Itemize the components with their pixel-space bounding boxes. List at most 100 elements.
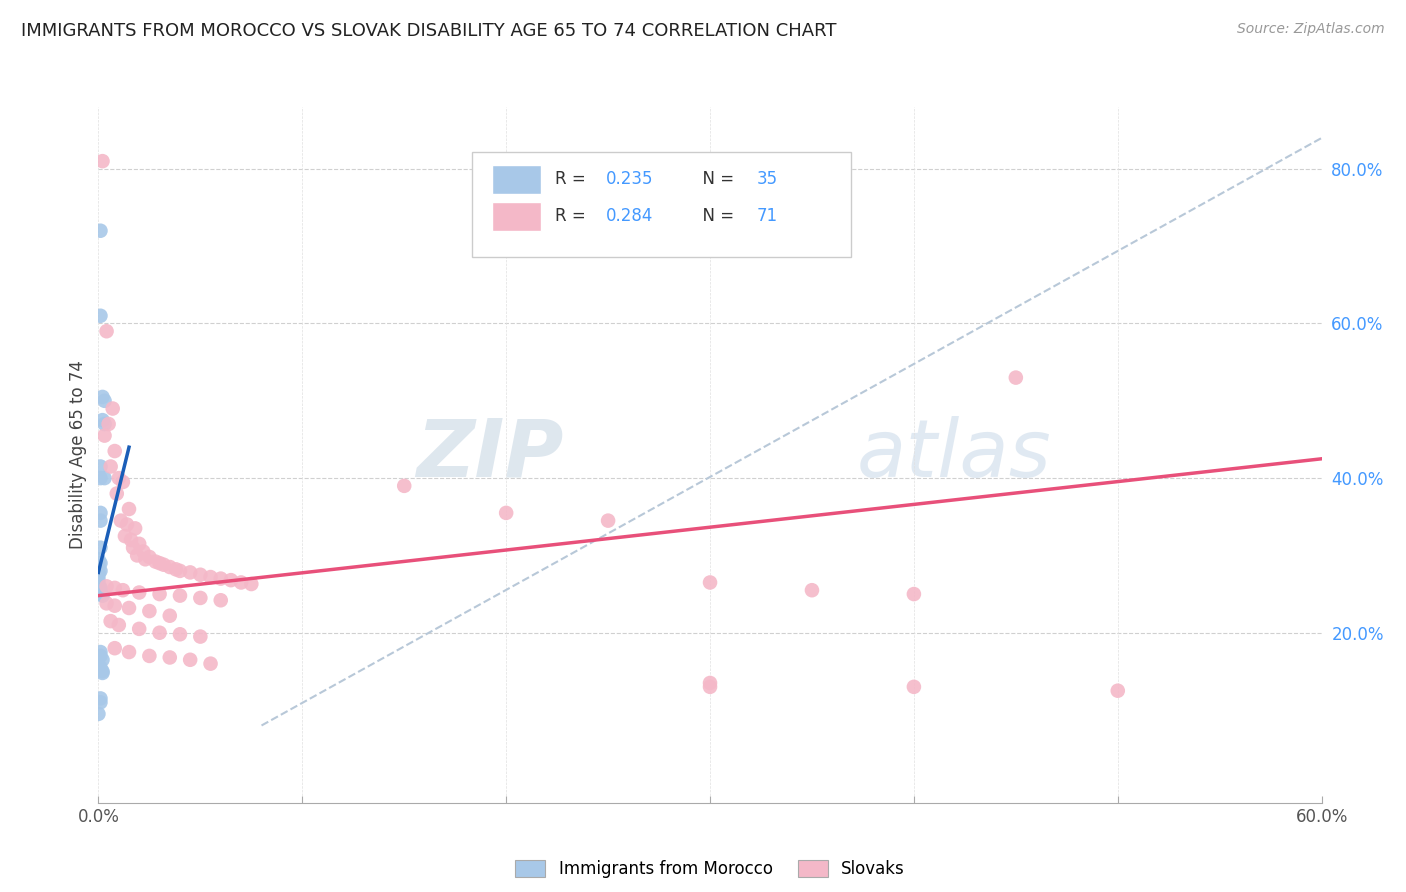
Point bbox=[159, 608, 181, 623]
Point bbox=[120, 533, 142, 547]
Point bbox=[104, 444, 127, 458]
Point bbox=[903, 587, 925, 601]
Point bbox=[89, 564, 111, 578]
FancyBboxPatch shape bbox=[471, 153, 851, 257]
Point bbox=[138, 604, 160, 618]
Point bbox=[124, 521, 146, 535]
Text: R =: R = bbox=[555, 170, 591, 188]
Point bbox=[91, 413, 114, 427]
Point bbox=[179, 566, 201, 580]
Text: N =: N = bbox=[692, 170, 740, 188]
Point bbox=[89, 224, 111, 238]
Point bbox=[699, 676, 721, 690]
Point bbox=[87, 556, 110, 570]
Point bbox=[91, 589, 114, 603]
Point bbox=[122, 541, 145, 555]
Point bbox=[110, 514, 132, 528]
Point bbox=[91, 665, 114, 680]
Point bbox=[699, 680, 721, 694]
FancyBboxPatch shape bbox=[492, 165, 541, 194]
Point bbox=[105, 486, 128, 500]
Point bbox=[96, 324, 118, 338]
Point bbox=[188, 567, 212, 582]
Point bbox=[108, 618, 131, 632]
Point bbox=[89, 691, 111, 706]
Point bbox=[209, 572, 232, 586]
Point bbox=[1004, 370, 1026, 384]
Text: 0.235: 0.235 bbox=[606, 170, 654, 188]
Text: 35: 35 bbox=[756, 170, 778, 188]
FancyBboxPatch shape bbox=[492, 202, 541, 231]
Point bbox=[149, 625, 172, 640]
Text: Source: ZipAtlas.com: Source: ZipAtlas.com bbox=[1237, 22, 1385, 37]
Point bbox=[89, 541, 111, 555]
Y-axis label: Disability Age 65 to 74: Disability Age 65 to 74 bbox=[69, 360, 87, 549]
Point bbox=[1107, 683, 1129, 698]
Point bbox=[598, 514, 620, 528]
Point bbox=[89, 471, 111, 485]
Point bbox=[179, 653, 201, 667]
Point bbox=[104, 581, 127, 595]
Text: 0.284: 0.284 bbox=[606, 207, 654, 226]
Point bbox=[495, 506, 517, 520]
Point bbox=[118, 502, 141, 516]
Point bbox=[89, 459, 111, 474]
Point bbox=[89, 506, 111, 520]
Point bbox=[91, 390, 114, 404]
Point bbox=[169, 627, 191, 641]
Text: IMMIGRANTS FROM MOROCCO VS SLOVAK DISABILITY AGE 65 TO 74 CORRELATION CHART: IMMIGRANTS FROM MOROCCO VS SLOVAK DISABI… bbox=[21, 22, 837, 40]
Point bbox=[89, 648, 111, 663]
Point bbox=[188, 591, 212, 605]
Point bbox=[96, 579, 118, 593]
Point bbox=[128, 585, 150, 599]
Point bbox=[138, 648, 160, 663]
Point bbox=[188, 630, 212, 644]
Point bbox=[101, 401, 124, 416]
Legend: Immigrants from Morocco, Slovaks: Immigrants from Morocco, Slovaks bbox=[509, 854, 911, 885]
Point bbox=[87, 575, 110, 590]
Text: N =: N = bbox=[692, 207, 740, 226]
Point bbox=[87, 552, 110, 566]
Point bbox=[91, 653, 114, 667]
Point bbox=[89, 695, 111, 709]
Text: 71: 71 bbox=[756, 207, 778, 226]
Point bbox=[114, 529, 136, 543]
Point bbox=[87, 572, 110, 586]
Point bbox=[159, 560, 181, 574]
Point bbox=[219, 573, 242, 587]
Point bbox=[87, 567, 110, 582]
Point bbox=[89, 587, 111, 601]
Point bbox=[134, 552, 156, 566]
Point bbox=[138, 549, 160, 564]
Point bbox=[118, 601, 141, 615]
Point bbox=[903, 680, 925, 694]
Point bbox=[93, 417, 115, 431]
Point bbox=[115, 517, 138, 532]
Point bbox=[104, 599, 127, 613]
Point bbox=[89, 581, 111, 595]
Point bbox=[100, 614, 122, 628]
Point bbox=[89, 645, 111, 659]
Text: R =: R = bbox=[555, 207, 591, 226]
Point bbox=[93, 428, 115, 442]
Text: atlas: atlas bbox=[856, 416, 1052, 494]
Point bbox=[132, 544, 155, 558]
Point bbox=[89, 309, 111, 323]
Point bbox=[89, 556, 111, 570]
Point bbox=[108, 471, 131, 485]
Point bbox=[165, 562, 187, 576]
Point bbox=[128, 537, 150, 551]
Point bbox=[145, 555, 167, 569]
Point bbox=[231, 575, 253, 590]
Point bbox=[89, 660, 111, 674]
Point bbox=[801, 583, 824, 598]
Point bbox=[100, 459, 122, 474]
Text: ZIP: ZIP bbox=[416, 416, 564, 494]
Point bbox=[699, 575, 721, 590]
Point bbox=[111, 475, 134, 489]
Point bbox=[96, 596, 118, 610]
Point bbox=[93, 393, 115, 408]
Point bbox=[111, 583, 134, 598]
Point bbox=[200, 570, 222, 584]
Point bbox=[200, 657, 222, 671]
